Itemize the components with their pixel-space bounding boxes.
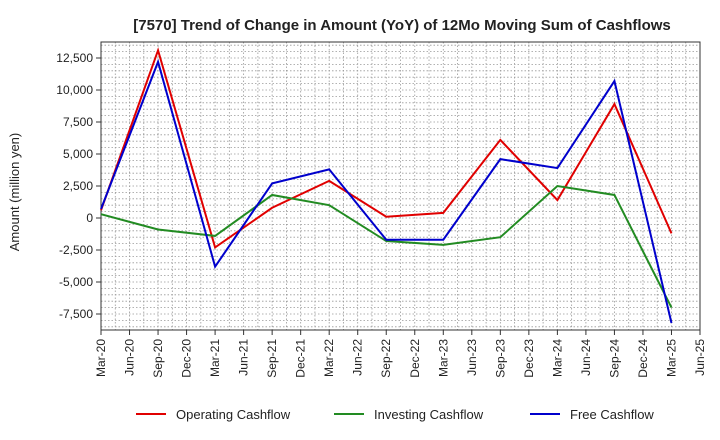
y-tick-label: -7,500 xyxy=(59,307,93,321)
x-tick-label: Mar-25 xyxy=(664,339,678,377)
grid xyxy=(100,42,701,330)
y-tick-label: 0 xyxy=(86,211,93,225)
legend-label: Investing Cashflow xyxy=(374,407,484,422)
x-tick-label: Mar-24 xyxy=(550,339,564,377)
x-tick-label: Dec-22 xyxy=(408,339,422,378)
x-tick-label: Jun-20 xyxy=(123,339,137,376)
axes: 12,500 10,000 7,500 5,000 2,500 0 -2,500 -5,000… xyxy=(56,41,707,378)
x-tick-label: Dec-21 xyxy=(294,339,308,378)
legend-label: Free Cashflow xyxy=(570,407,654,422)
x-tick-label: Dec-24 xyxy=(636,339,650,378)
legend-label: Operating Cashflow xyxy=(176,407,291,422)
y-tick-label: 10,000 xyxy=(56,83,93,97)
y-tick-label: 2,500 xyxy=(63,179,93,193)
x-tick-label: Jun-22 xyxy=(351,339,365,376)
x-tick-label: Jun-25 xyxy=(693,339,707,376)
x-tick-label: Sep-23 xyxy=(493,339,507,378)
x-tick-label: Dec-23 xyxy=(522,339,536,378)
x-tick-label: Sep-21 xyxy=(265,339,279,378)
x-tick-label: Sep-24 xyxy=(607,339,621,378)
chart-title: [7570] Trend of Change in Amount (YoY) o… xyxy=(133,17,671,34)
y-tick-label: 12,500 xyxy=(56,51,93,65)
legend: Operating Cashflow Investing Cashflow Free… xyxy=(136,407,654,422)
y-tick-label: 5,000 xyxy=(63,147,93,161)
x-tick-label: Mar-23 xyxy=(436,339,450,377)
x-tick-label: Sep-20 xyxy=(151,339,165,378)
x-tick-label: Mar-22 xyxy=(322,339,336,377)
x-tick-label: Jun-24 xyxy=(579,339,593,376)
y-tick-label: -5,000 xyxy=(59,275,93,289)
series-line-free-cashflow xyxy=(100,58,673,324)
series-line-investing-cashflow xyxy=(100,184,673,309)
x-tick-label: Sep-22 xyxy=(379,339,393,378)
series-line-operating-cashflow xyxy=(100,47,673,250)
x-tick-label: Dec-20 xyxy=(180,339,194,378)
x-tick-label: Jun-23 xyxy=(465,339,479,376)
x-tick-label: Mar-21 xyxy=(208,339,222,377)
x-tick-label: Jun-21 xyxy=(237,339,251,376)
y-tick-label: 7,500 xyxy=(63,115,93,129)
x-tick-label: Mar-20 xyxy=(94,339,108,377)
y-tick-label: -2,500 xyxy=(59,243,93,257)
y-axis-label: Amount (million yen) xyxy=(7,133,22,252)
series-lines xyxy=(100,47,673,324)
